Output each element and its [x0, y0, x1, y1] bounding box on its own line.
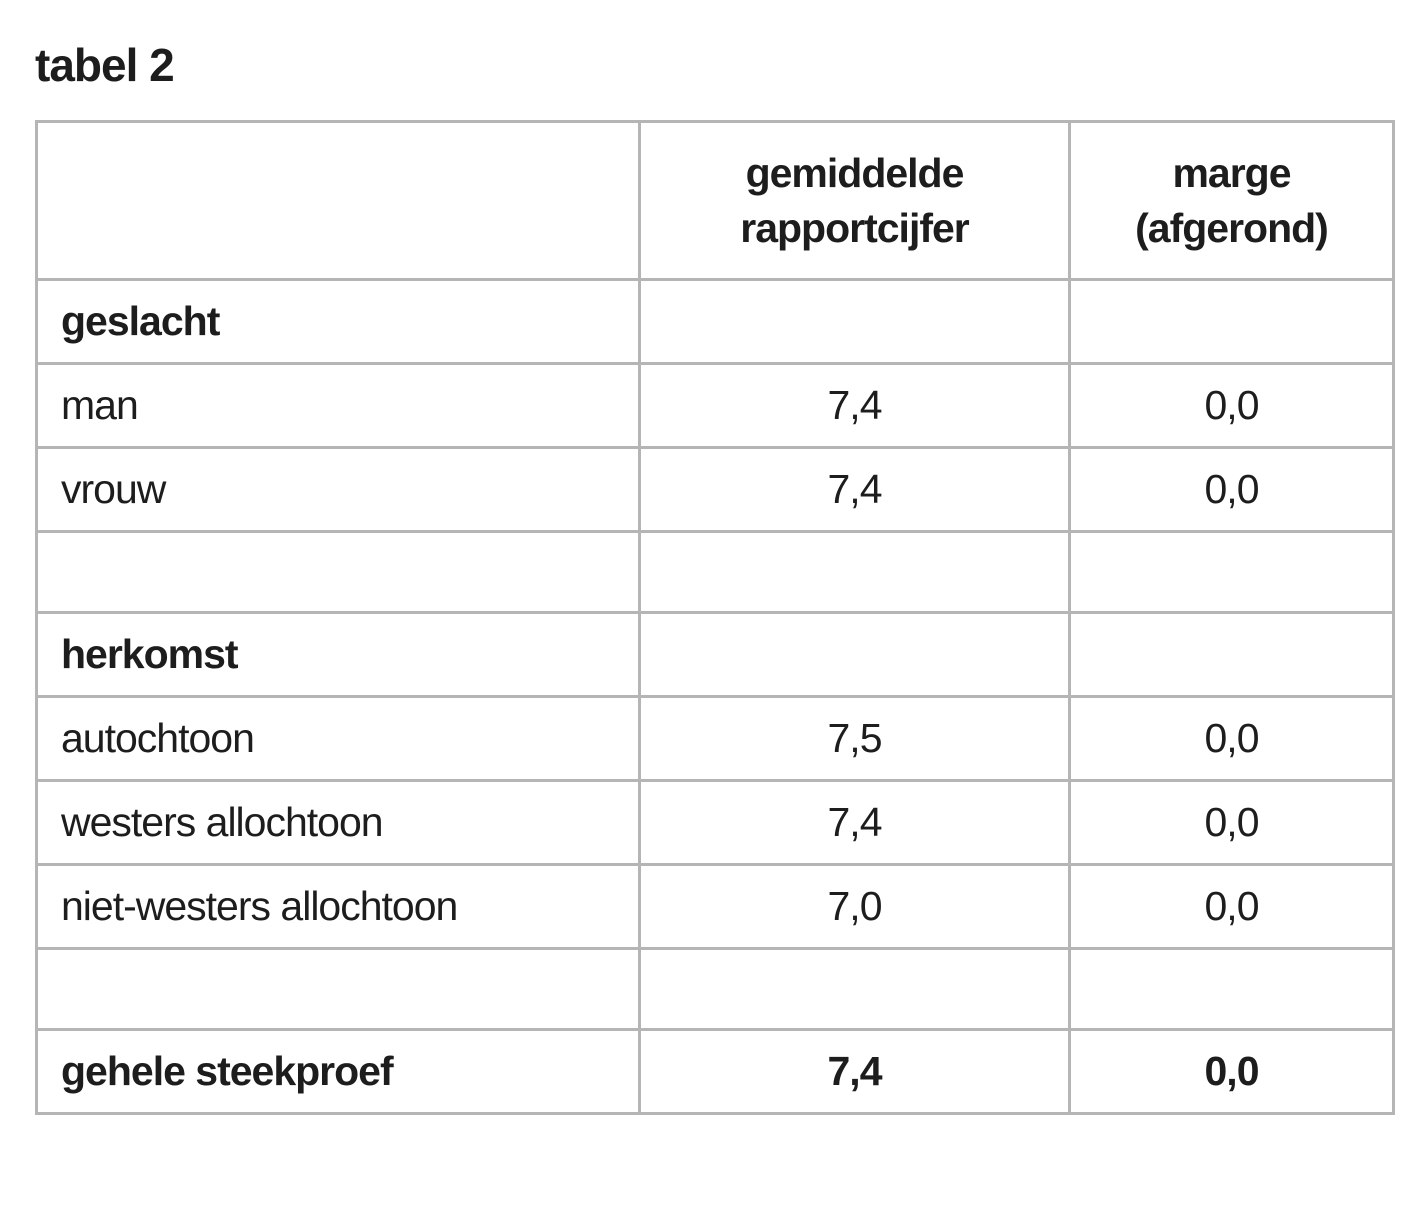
cell-marge: [1068, 947, 1395, 1031]
cell-gemiddelde: [638, 278, 1071, 365]
row-label: [35, 530, 641, 614]
data-row-autochtoon: autochtoon 7,5 0,0: [35, 695, 1395, 782]
spacer-row: [35, 947, 1395, 1031]
data-row-man: man 7,4 0,0: [35, 362, 1395, 449]
cell-marge: 0,0: [1068, 362, 1395, 449]
row-label: herkomst: [35, 611, 641, 698]
header-gemiddelde-rapportcijfer: gemiddelde rapportcijfer: [638, 120, 1071, 281]
header-row: gemiddelde rapportcijfer marge (afgerond…: [35, 120, 1395, 281]
cell-marge: [1068, 278, 1395, 365]
cell-marge: [1068, 611, 1395, 698]
row-label: niet-westers allochtoon: [35, 863, 641, 950]
cell-gemiddelde: 7,4: [638, 779, 1071, 866]
cell-gemiddelde: 7,4: [638, 362, 1071, 449]
row-label: man: [35, 362, 641, 449]
total-row-gehele-steekproef: gehele steekproef 7,4 0,0: [35, 1028, 1395, 1115]
results-table: gemiddelde rapportcijfer marge (afgerond…: [35, 120, 1395, 1115]
cell-gemiddelde: [638, 611, 1071, 698]
cell-marge: 0,0: [1068, 446, 1395, 533]
cell-marge: [1068, 530, 1395, 614]
row-label: gehele steekproef: [35, 1028, 641, 1115]
row-label: westers allochtoon: [35, 779, 641, 866]
section-row-herkomst: herkomst: [35, 611, 1395, 698]
header-empty-cell: [35, 120, 641, 281]
row-label: [35, 947, 641, 1031]
cell-gemiddelde: [638, 530, 1071, 614]
table-caption: tabel 2: [35, 39, 175, 91]
spacer-row: [35, 530, 1395, 614]
row-label: geslacht: [35, 278, 641, 365]
cell-marge: 0,0: [1068, 1028, 1395, 1115]
row-label: vrouw: [35, 446, 641, 533]
cell-gemiddelde: 7,0: [638, 863, 1071, 950]
cell-gemiddelde: 7,4: [638, 1028, 1071, 1115]
row-label: autochtoon: [35, 695, 641, 782]
cell-marge: 0,0: [1068, 863, 1395, 950]
data-row-niet-westers-allochtoon: niet-westers allochtoon 7,0 0,0: [35, 863, 1395, 950]
cell-gemiddelde: 7,5: [638, 695, 1071, 782]
cell-gemiddelde: [638, 947, 1071, 1031]
section-row-geslacht: geslacht: [35, 278, 1395, 365]
data-row-westers-allochtoon: westers allochtoon 7,4 0,0: [35, 779, 1395, 866]
data-row-vrouw: vrouw 7,4 0,0: [35, 446, 1395, 533]
cell-marge: 0,0: [1068, 695, 1395, 782]
cell-marge: 0,0: [1068, 779, 1395, 866]
header-marge-afgerond: marge (afgerond): [1068, 120, 1395, 281]
cell-gemiddelde: 7,4: [638, 446, 1071, 533]
